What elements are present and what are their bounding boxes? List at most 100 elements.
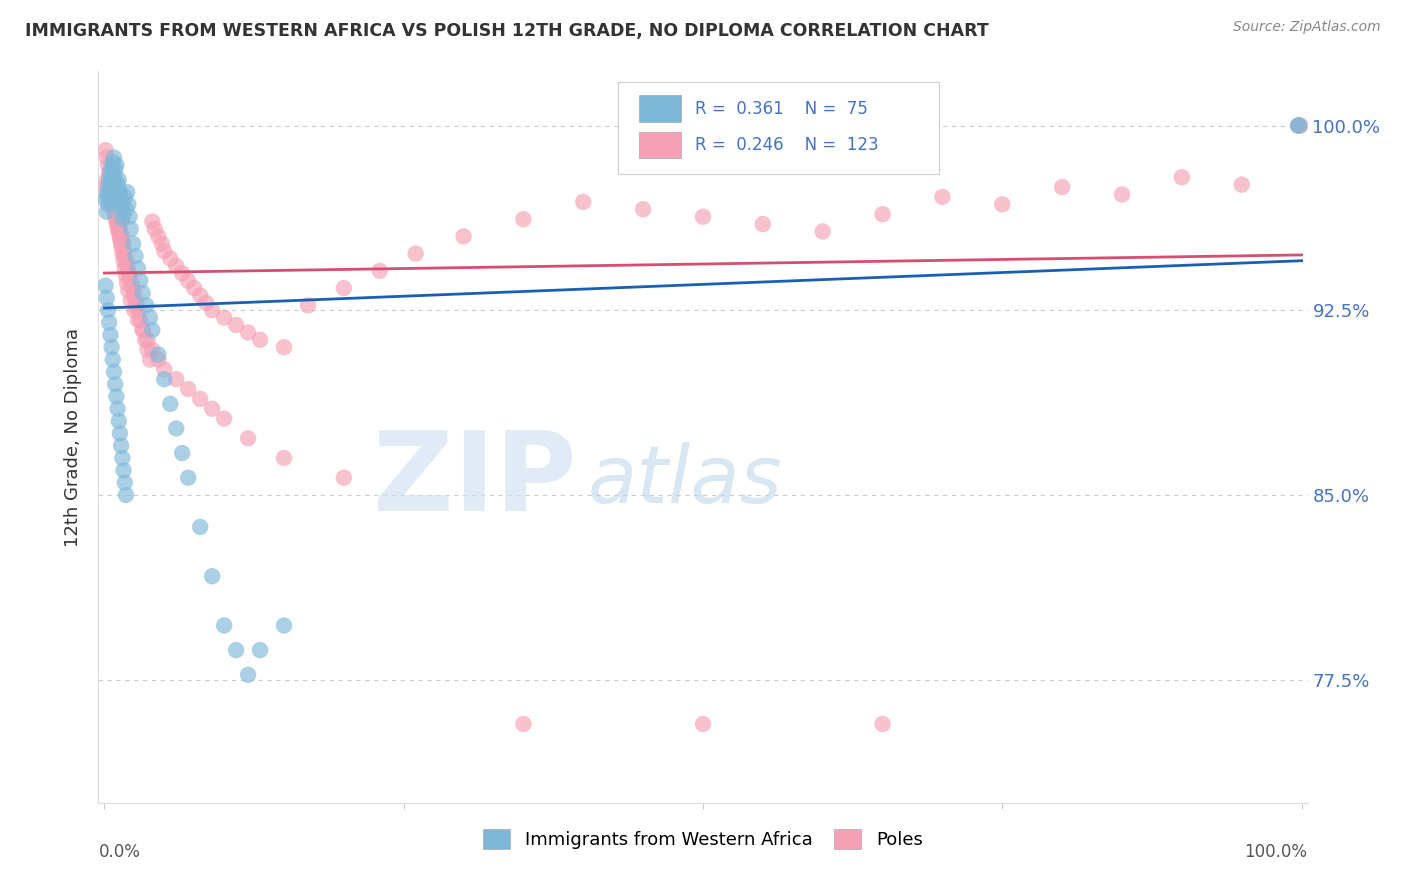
Point bbox=[1288, 119, 1310, 133]
Point bbox=[249, 333, 271, 347]
Point bbox=[124, 293, 146, 308]
Point bbox=[107, 219, 129, 234]
Point bbox=[120, 274, 142, 288]
Point bbox=[100, 190, 122, 204]
Point bbox=[105, 389, 128, 403]
Point bbox=[150, 236, 173, 251]
Point bbox=[100, 194, 122, 209]
Point bbox=[165, 259, 187, 273]
Point bbox=[118, 268, 141, 283]
Point bbox=[127, 261, 149, 276]
Point bbox=[94, 193, 117, 207]
Point bbox=[136, 343, 159, 357]
Point bbox=[1288, 119, 1310, 133]
Point bbox=[101, 193, 124, 207]
Point bbox=[1050, 180, 1073, 194]
Point bbox=[100, 187, 122, 202]
Point bbox=[165, 421, 187, 435]
Point bbox=[572, 194, 595, 209]
Text: ZIP: ZIP bbox=[373, 427, 576, 534]
Point bbox=[112, 207, 135, 221]
Point bbox=[104, 377, 127, 392]
Point bbox=[107, 414, 129, 428]
Point bbox=[98, 165, 121, 179]
Point bbox=[107, 190, 129, 204]
Point bbox=[177, 382, 200, 396]
Point bbox=[212, 411, 235, 425]
Point bbox=[107, 401, 129, 416]
Point bbox=[114, 249, 136, 263]
Point bbox=[107, 178, 129, 192]
Point bbox=[115, 259, 138, 273]
Point bbox=[112, 254, 135, 268]
Point bbox=[811, 224, 834, 238]
Point bbox=[201, 303, 224, 318]
Point bbox=[110, 439, 132, 453]
Text: R =  0.361    N =  75: R = 0.361 N = 75 bbox=[695, 100, 868, 118]
Point bbox=[136, 333, 159, 347]
Point bbox=[103, 151, 125, 165]
Point bbox=[103, 194, 125, 209]
Point bbox=[124, 249, 146, 263]
Point bbox=[195, 296, 218, 310]
Point bbox=[97, 180, 120, 194]
Point bbox=[98, 178, 121, 192]
Point bbox=[111, 232, 134, 246]
Point bbox=[872, 717, 894, 731]
Point bbox=[98, 316, 121, 330]
Point bbox=[107, 212, 129, 227]
Text: 100.0%: 100.0% bbox=[1244, 843, 1308, 861]
Point bbox=[931, 190, 953, 204]
Point bbox=[105, 158, 128, 172]
Point bbox=[297, 298, 319, 312]
Point bbox=[118, 210, 141, 224]
Point bbox=[188, 288, 211, 302]
Point bbox=[188, 520, 211, 534]
Point bbox=[100, 161, 122, 175]
Point bbox=[512, 212, 534, 227]
Point bbox=[1111, 187, 1133, 202]
Point bbox=[125, 298, 148, 312]
FancyBboxPatch shape bbox=[638, 95, 682, 122]
Point bbox=[159, 397, 181, 411]
Point bbox=[188, 392, 211, 406]
Point bbox=[94, 143, 117, 157]
Point bbox=[139, 310, 162, 325]
Point bbox=[117, 284, 139, 298]
Point bbox=[103, 168, 125, 182]
Point bbox=[115, 488, 138, 502]
Point bbox=[97, 158, 120, 172]
Point bbox=[114, 261, 136, 276]
Point bbox=[225, 643, 247, 657]
Point bbox=[104, 202, 127, 217]
Point bbox=[153, 362, 176, 376]
Point bbox=[98, 172, 121, 186]
Point bbox=[141, 214, 163, 228]
Point bbox=[115, 185, 138, 199]
Point bbox=[107, 224, 129, 238]
Point bbox=[148, 348, 170, 362]
Point bbox=[249, 643, 271, 657]
Point bbox=[1230, 178, 1253, 192]
Point bbox=[101, 155, 124, 169]
Point bbox=[108, 232, 131, 246]
Point bbox=[121, 278, 143, 293]
Point bbox=[127, 303, 149, 318]
Point bbox=[236, 667, 259, 681]
Point bbox=[100, 165, 122, 179]
Point bbox=[104, 185, 127, 199]
Point bbox=[225, 318, 247, 332]
Point bbox=[139, 352, 162, 367]
Point bbox=[97, 303, 120, 318]
Point bbox=[112, 236, 135, 251]
Point bbox=[141, 323, 163, 337]
Point bbox=[1171, 170, 1194, 185]
Point bbox=[153, 372, 176, 386]
Point bbox=[124, 288, 146, 302]
Point bbox=[124, 303, 146, 318]
Point bbox=[120, 222, 142, 236]
Point bbox=[273, 340, 295, 354]
Point bbox=[111, 194, 134, 209]
Point bbox=[405, 246, 427, 260]
Point bbox=[97, 197, 120, 211]
